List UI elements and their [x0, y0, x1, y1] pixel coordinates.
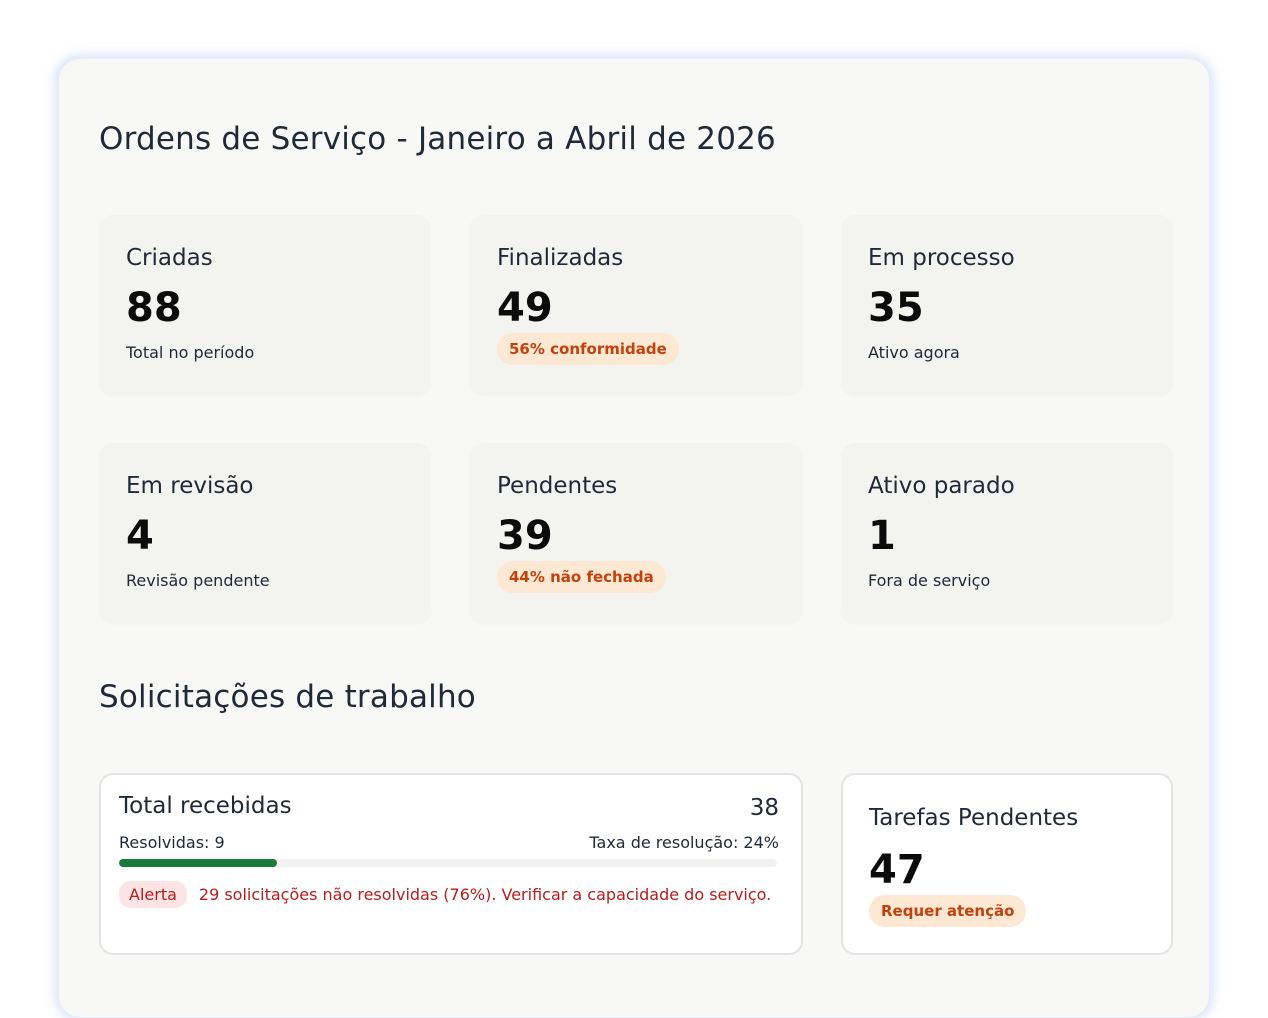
kpi-value: 88 [126, 285, 182, 331]
kpi-grid: Criadas 88 Total no período Finalizadas … [99, 215, 1173, 623]
requests-title: Total recebidas [119, 793, 292, 819]
kpi-subtitle: Fora de serviço [868, 571, 991, 590]
kpi-subtitle: Revisão pendente [126, 571, 270, 590]
kpi-value: 35 [868, 285, 924, 331]
kpi-value: 49 [497, 285, 553, 331]
kpi-card-finalizadas: Finalizadas 49 56% conformidade [470, 215, 802, 395]
pending-tasks-card: Tarefas Pendentes 47 Requer atenção [841, 773, 1173, 955]
tasks-title: Tarefas Pendentes [869, 805, 1079, 831]
kpi-card-criadas: Criadas 88 Total no período [99, 215, 431, 395]
kpi-card-pendentes: Pendentes 39 44% não fechada [470, 443, 802, 623]
progress-fill [119, 859, 277, 867]
page-title: Ordens de Serviço - Janeiro a Abril de 2… [99, 121, 776, 157]
kpi-value: 1 [868, 513, 896, 559]
kpi-card-em-revisao: Em revisão 4 Revisão pendente [99, 443, 431, 623]
kpi-label: Finalizadas [497, 245, 624, 271]
kpi-label: Em processo [868, 245, 1015, 271]
status-badge: 44% não fechada [497, 561, 666, 593]
alert-badge: Alerta [119, 881, 187, 908]
tasks-value: 47 [869, 847, 925, 893]
kpi-card-ativo-parado: Ativo parado 1 Fora de serviço [841, 443, 1173, 623]
kpi-value: 4 [126, 513, 154, 559]
alert-message: 29 solicitações não resolvidas (76%). Ve… [198, 885, 772, 904]
requests-total: 38 [749, 795, 779, 821]
resolved-count: Resolvidas: 9 [119, 833, 225, 852]
kpi-value: 39 [497, 513, 553, 559]
attention-badge: Requer atenção [869, 895, 1027, 927]
kpi-label: Ativo parado [868, 473, 1015, 499]
alert-row: Alerta 29 solicitações não resolvidas (7… [119, 881, 771, 908]
kpi-card-em-processo: Em processo 35 Ativo agora [841, 215, 1173, 395]
dashboard-panel: Ordens de Serviço - Janeiro a Abril de 2… [58, 58, 1210, 1018]
kpi-subtitle: Ativo agora [868, 343, 960, 362]
kpi-label: Criadas [126, 245, 213, 271]
kpi-label: Em revisão [126, 473, 254, 499]
resolution-rate: Taxa de resolução: 24% [589, 833, 779, 852]
kpi-subtitle: Total no período [126, 343, 255, 362]
requests-card: Total recebidas 38 Resolvidas: 9 Taxa de… [99, 773, 803, 955]
status-badge: 56% conformidade [497, 333, 679, 365]
resolution-progress-bar [119, 859, 777, 867]
kpi-label: Pendentes [497, 473, 618, 499]
section-title: Solicitações de trabalho [99, 679, 476, 715]
